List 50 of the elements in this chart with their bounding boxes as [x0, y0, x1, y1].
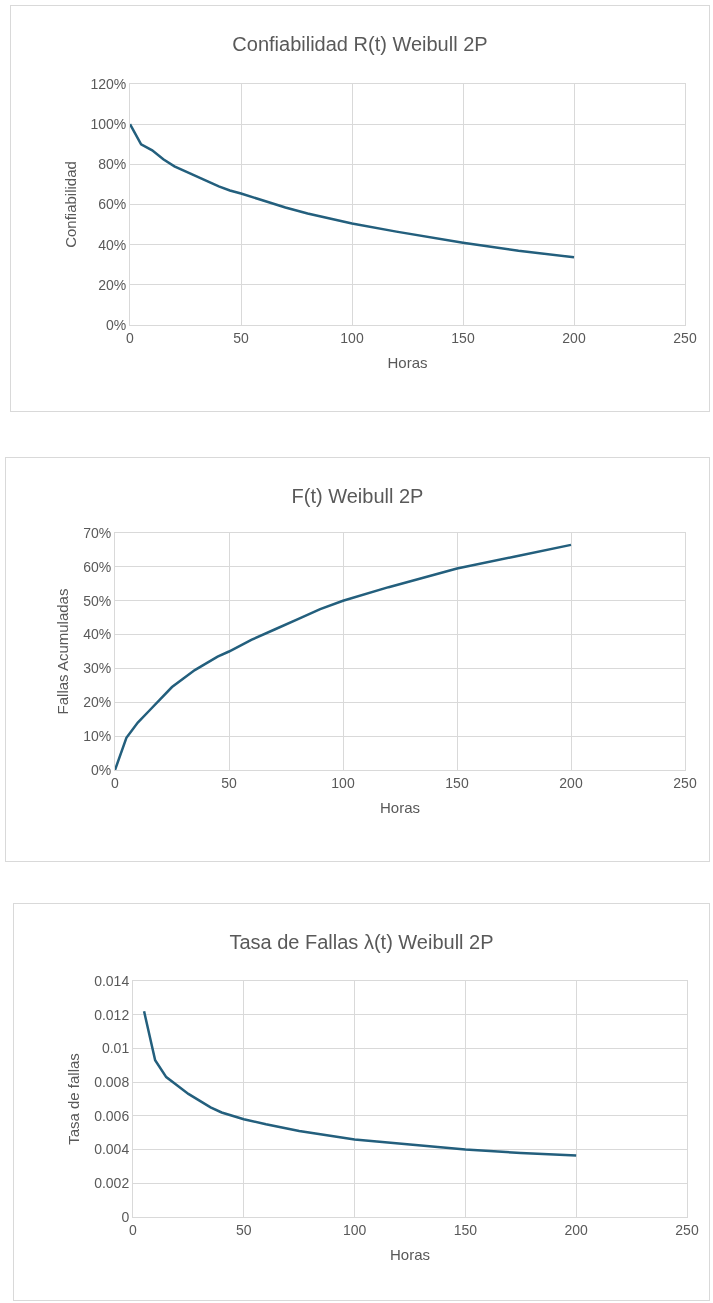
y-tick-label: 100% [90, 116, 127, 133]
y-tick-label: 0.004 [94, 1141, 130, 1158]
line-series [115, 543, 573, 770]
chart-title: F(t) Weibull 2P [291, 485, 424, 507]
y-tick-label: 40% [98, 236, 127, 253]
x-tick-label: 200 [564, 1221, 589, 1238]
x-axis-title: Horas [387, 353, 428, 371]
y-tick-label: 10% [83, 728, 112, 745]
x-tick-label: 50 [233, 329, 249, 346]
x-tick-label: 200 [559, 774, 583, 791]
y-axis-title: Confiabilidad [61, 161, 79, 248]
x-tick-label: 250 [673, 329, 697, 346]
x-tick-label: 150 [451, 329, 475, 346]
y-axis-title: Fallas Acumuladas [54, 588, 72, 715]
x-tick-label: 100 [331, 774, 355, 791]
y-tick-label: 0.002 [94, 1175, 130, 1192]
line-series [130, 122, 576, 259]
x-tick-label: 50 [236, 1221, 252, 1238]
y-tick-label: 120% [90, 75, 127, 92]
x-tick-label: 200 [562, 329, 586, 346]
x-tick-label: 50 [221, 774, 237, 791]
y-tick-label: 20% [98, 276, 127, 293]
y-tick-label: 0.012 [94, 1006, 130, 1023]
x-tick-label: 150 [445, 774, 469, 791]
chart-title: Tasa de Fallas λ(t) Weibull 2P [229, 931, 494, 953]
x-axis-title: Horas [379, 798, 421, 816]
y-tick-label: 50% [83, 592, 112, 609]
y-tick-label: 0.006 [94, 1107, 130, 1124]
x-tick-label: 250 [673, 774, 697, 791]
y-tick-label: 30% [83, 660, 112, 677]
y-tick-label: 60% [98, 196, 127, 213]
y-tick-label: 0.008 [94, 1074, 130, 1091]
y-tick-label: 70% [83, 524, 112, 541]
x-tick-label: 100 [342, 1221, 367, 1238]
y-tick-label: 40% [83, 626, 112, 643]
y-tick-label: 0.014 [94, 972, 130, 989]
chart-title: Confiabilidad R(t) Weibull 2P [232, 33, 488, 55]
x-tick-label: 150 [453, 1221, 478, 1238]
line-series [142, 1010, 578, 1157]
y-tick-label: 20% [83, 694, 112, 711]
x-tick-label: 100 [340, 329, 364, 346]
y-tick-label: 0% [105, 316, 127, 333]
y-tick-label: 0% [90, 761, 112, 778]
y-axis-title: Tasa de fallas [65, 1053, 83, 1145]
y-tick-label: 60% [83, 558, 112, 575]
x-axis-title: Horas [389, 1245, 431, 1263]
y-tick-label: 0 [121, 1208, 130, 1225]
y-tick-label: 80% [98, 156, 127, 173]
x-tick-label: 250 [675, 1221, 699, 1238]
y-tick-label: 0.01 [101, 1040, 130, 1057]
